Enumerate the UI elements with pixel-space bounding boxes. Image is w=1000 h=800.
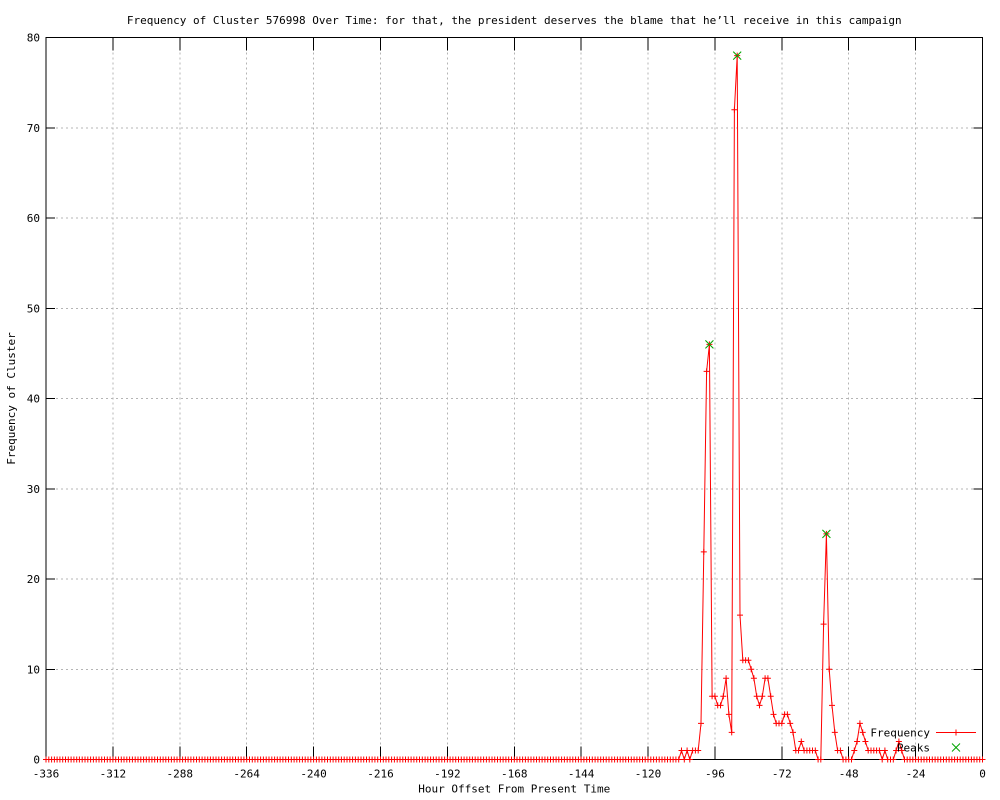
- x-tick-label: -336: [33, 768, 60, 781]
- legend-plus-marker-icon: [950, 729, 959, 736]
- legend-label-frequency: Frequency: [870, 727, 930, 740]
- x-tick-label: -288: [167, 768, 194, 781]
- x-tick-label: -24: [906, 768, 926, 781]
- x-axis-label: Hour Offset From Present Time: [418, 783, 610, 796]
- y-tick-label: 70: [27, 122, 40, 135]
- x-tick-label: -144: [568, 768, 595, 781]
- y-tick-label: 10: [27, 663, 40, 676]
- x-tick-label: -240: [300, 768, 327, 781]
- x-tick-label: -168: [501, 768, 528, 781]
- y-tick-label: 0: [33, 754, 40, 767]
- chart-title: Frequency of Cluster 576998 Over Time: f…: [127, 14, 902, 27]
- y-tick-label: 50: [27, 302, 40, 315]
- frequency-series-markers: [43, 52, 986, 763]
- y-tick-label: 80: [27, 32, 40, 45]
- legend-cross-marker-icon: [951, 743, 961, 752]
- x-tick-label: -72: [772, 768, 792, 781]
- y-tick-label: 60: [27, 212, 40, 225]
- y-tick-label: 40: [27, 393, 40, 406]
- y-tick-label: 20: [27, 573, 40, 586]
- x-tick-label: -312: [100, 768, 127, 781]
- x-tick-label: -120: [635, 768, 662, 781]
- x-tick-label: -48: [839, 768, 859, 781]
- y-tick-label: 30: [27, 483, 40, 496]
- legend-label-peaks: Peaks: [897, 742, 930, 755]
- x-tick-label: -96: [705, 768, 725, 781]
- peaks-markers: [705, 51, 831, 539]
- x-tick-label: -216: [367, 768, 394, 781]
- x-tick-label: -192: [434, 768, 461, 781]
- x-tick-label: 0: [979, 768, 986, 781]
- y-axis-label: Frequency of Cluster: [5, 332, 18, 465]
- x-tick-label: -264: [233, 768, 260, 781]
